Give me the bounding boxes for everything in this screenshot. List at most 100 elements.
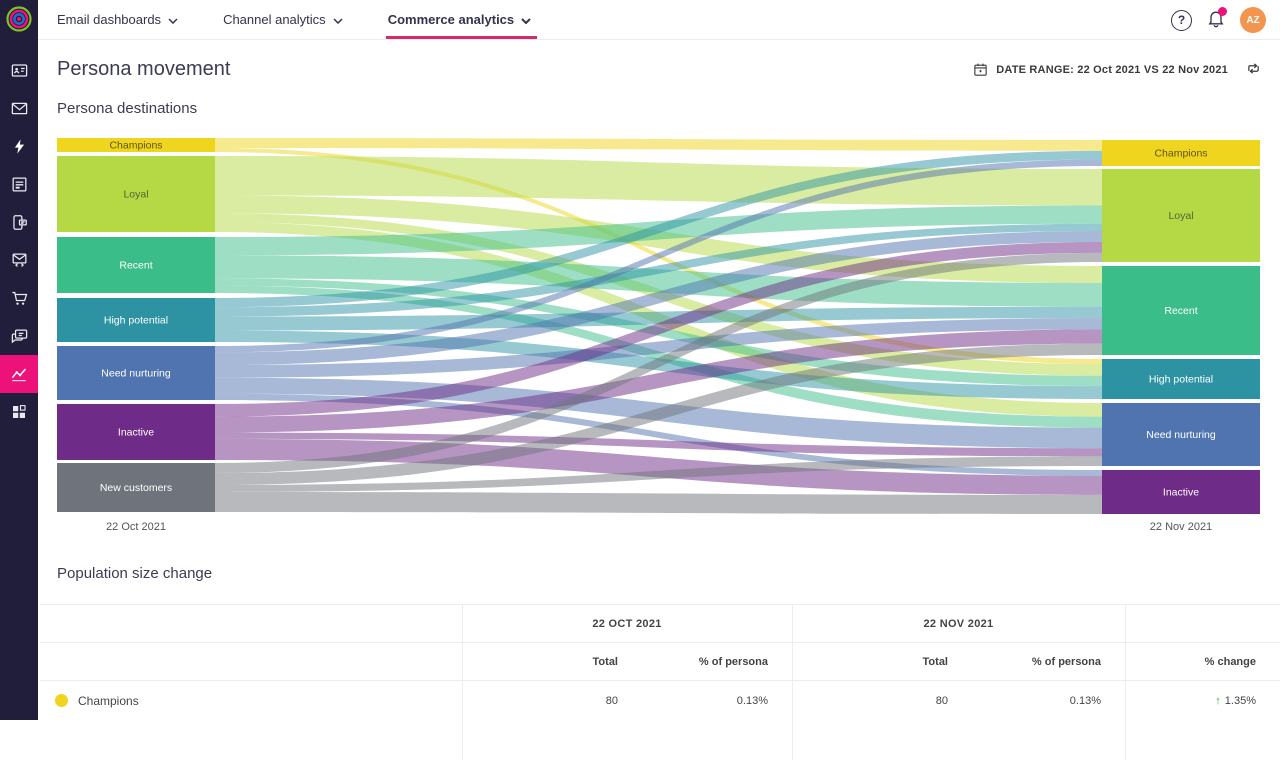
sankey-node-right-inactive[interactable] [1102, 470, 1260, 514]
sankey-node-left-high-potential[interactable] [57, 298, 215, 342]
calendar-icon [974, 63, 987, 76]
tab-email-dashboards[interactable]: Email dashboards [57, 0, 178, 39]
sankey-link[interactable] [215, 318, 1102, 378]
sankey-link[interactable] [215, 393, 1102, 476]
sankey-link[interactable] [215, 456, 1102, 492]
sankey-node-label: New customers [100, 482, 172, 494]
lightning-icon [11, 137, 28, 156]
avatar[interactable]: AZ [1240, 7, 1266, 33]
sankey-link[interactable] [215, 150, 1102, 308]
table-divider [792, 604, 793, 760]
persona-sankey-chart[interactable]: Champions Loyal Recent High potential Need n… [57, 136, 1260, 514]
group-header-oct: 22 OCT 2021 [592, 617, 662, 630]
sankey-node-left-loyal[interactable] [57, 156, 215, 232]
help-button[interactable]: ? [1171, 9, 1192, 31]
sankey-node-right-champions[interactable] [1102, 140, 1260, 166]
page-title: Persona movement [57, 58, 231, 80]
main-content: Persona movement DATE RANGE: 22 Oct 2021… [38, 40, 1280, 760]
nov-total-value: 80 [935, 694, 948, 707]
sms-icon [10, 213, 29, 232]
sankey-link[interactable] [215, 252, 1102, 473]
dashboard-tabs: Email dashboards Channel analytics Comme… [57, 0, 538, 39]
top-navigation-bar: Email dashboards Channel analytics Comme… [38, 0, 1280, 40]
table-sub-header-row: Total % of persona Total % of persona % … [40, 642, 1280, 680]
sankey-node-left-need-nurturing[interactable] [57, 346, 215, 400]
sidebar-item-analytics[interactable] [0, 355, 38, 393]
trend-up-icon: ↑ [1215, 694, 1221, 707]
sankey-link[interactable] [215, 138, 1102, 151]
population-size-table: 22 OCT 2021 22 NOV 2021 Total % of perso… [40, 604, 1280, 720]
sankey-link[interactable] [215, 255, 1102, 307]
oct-pct-value: 0.13% [736, 694, 768, 707]
change-value: ↑ 1.35% [1215, 694, 1256, 707]
app-logo-icon[interactable] [0, 0, 38, 38]
sidebar-item-forms[interactable] [0, 165, 38, 203]
persona-name: Champions [78, 693, 139, 708]
col-header-oct-pct: % of persona [698, 655, 768, 668]
sankey-node-left-champions[interactable] [57, 138, 215, 152]
date-range-selector[interactable]: DATE RANGE: 22 Oct 2021 VS 22 Nov 2021 [973, 62, 1228, 77]
sankey-node-label: High potential [1149, 374, 1213, 386]
sankey-node-label: Recent [119, 260, 152, 272]
sankey-link[interactable] [215, 343, 1102, 485]
sidebar-item-conversations[interactable] [0, 317, 38, 355]
cart-icon [10, 289, 29, 308]
sidebar [0, 0, 38, 720]
notifications-button[interactable] [1206, 6, 1227, 33]
persona-color-dot [55, 694, 68, 707]
nov-pct-value: 0.13% [1069, 694, 1101, 707]
chevron-down-icon [168, 17, 178, 24]
sankey-node-label: Need nurturing [1146, 429, 1216, 441]
sankey-link[interactable] [215, 159, 1102, 353]
tab-label: Commerce analytics [387, 12, 515, 27]
sankey-link[interactable] [215, 438, 1102, 495]
sankey-section-title: Persona destinations [57, 100, 198, 117]
swap-icon [1248, 63, 1259, 74]
sidebar-item-commerce[interactable] [0, 279, 38, 317]
sankey-link[interactable] [215, 223, 1102, 317]
tab-label: Channel analytics [223, 12, 326, 27]
sankey-link[interactable] [215, 285, 1102, 428]
sidebar-item-contacts[interactable] [0, 51, 38, 89]
oct-total-value: 80 [605, 694, 618, 707]
sidebar-item-email-code[interactable] [0, 241, 38, 279]
sidebar-item-automation[interactable] [0, 127, 38, 165]
chevron-down-icon [521, 17, 531, 24]
email-icon [10, 99, 29, 118]
sankey-node-label: Loyal [1168, 210, 1193, 222]
sankey-node-left-inactive[interactable] [57, 404, 215, 460]
sidebar-item-sms[interactable] [0, 203, 38, 241]
sankey-node-label: Loyal [123, 189, 148, 201]
sankey-node-label: Inactive [118, 427, 154, 439]
forms-icon [10, 175, 29, 194]
compare-toggle-button[interactable] [1245, 61, 1262, 81]
sidebar-item-email[interactable] [0, 89, 38, 127]
tab-commerce-analytics[interactable]: Commerce analytics [385, 0, 538, 39]
sankey-link[interactable] [215, 492, 1102, 514]
sankey-link[interactable] [215, 329, 1102, 433]
sankey-link[interactable] [215, 432, 1102, 457]
sankey-node-label: High potential [104, 315, 168, 327]
sankey-node-label: Recent [1164, 305, 1197, 317]
sankey-node-left-recent[interactable] [57, 237, 215, 293]
sidebar-item-apps[interactable] [0, 393, 38, 431]
sankey-node-right-high-potential[interactable] [1102, 359, 1260, 399]
col-header-nov-total: Total [922, 655, 948, 668]
sankey-node-right-loyal[interactable] [1102, 169, 1260, 262]
sankey-node-left-new-customers[interactable] [57, 463, 215, 512]
sankey-node-right-recent[interactable] [1102, 266, 1260, 355]
tab-label: Email dashboards [57, 12, 162, 27]
sankey-left-date: 22 Oct 2021 [106, 521, 166, 533]
sankey-link[interactable] [215, 241, 1102, 417]
sankey-link[interactable] [215, 306, 1102, 331]
sankey-right-date: 22 Nov 2021 [1149, 521, 1213, 533]
sankey-node-label: Inactive [1163, 487, 1199, 499]
col-header-nov-pct: % of persona [1031, 655, 1101, 668]
sankey-node-label: Champions [109, 140, 162, 152]
sankey-node-right-need-nurturing[interactable] [1102, 403, 1260, 466]
table-group-header-row: 22 OCT 2021 22 NOV 2021 [40, 604, 1280, 642]
sankey-node-label: Champions [1154, 148, 1207, 160]
tab-channel-analytics[interactable]: Channel analytics [223, 0, 343, 39]
sankey-link[interactable] [215, 231, 1102, 366]
email-code-icon [10, 251, 29, 270]
